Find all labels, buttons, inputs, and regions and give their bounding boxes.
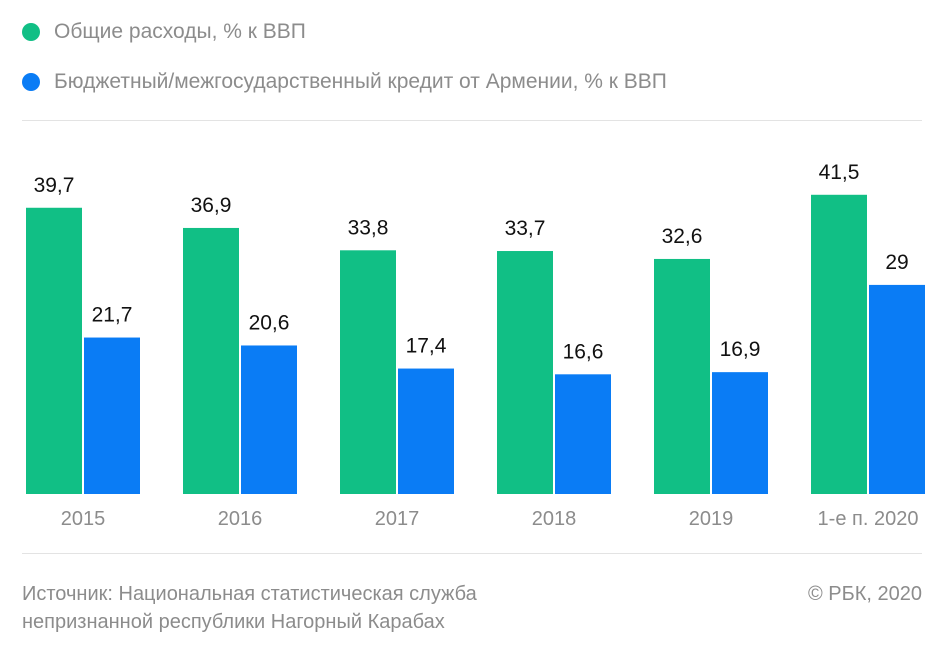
bar-total-expenses [811, 194, 867, 494]
data-label: 29 [885, 251, 908, 274]
data-label: 20,6 [249, 311, 290, 334]
bar-total-expenses [26, 207, 82, 494]
copyright: © РБК, 2020 [807, 583, 922, 605]
x-tick-label: 2015 [61, 508, 106, 530]
top-divider [22, 120, 922, 121]
bar-total-expenses [183, 227, 239, 495]
source-line-1: Источник: Национальная статистическая сл… [22, 583, 477, 605]
bar-armenia-credit [84, 337, 140, 494]
bar-total-expenses [340, 250, 396, 494]
data-label: 21,7 [92, 304, 133, 327]
source-line-2: непризнанной республики Нагорный Карабах [22, 611, 445, 633]
legend-swatch-blue [22, 73, 40, 91]
data-label: 16,6 [563, 340, 604, 363]
x-tick-label: 2016 [218, 508, 263, 530]
bar-total-expenses [497, 251, 553, 494]
data-label: 32,6 [662, 225, 703, 248]
bar-armenia-credit [398, 368, 454, 494]
legend-swatch-green [22, 23, 40, 41]
data-label: 36,9 [191, 194, 232, 217]
legend-label: Общие расходы, % к ВВП [54, 20, 306, 43]
data-label: 41,5 [819, 161, 860, 184]
x-tick-label: 2018 [532, 508, 577, 530]
legend-label: Бюджетный/межгосударственный кредит от А… [54, 70, 667, 93]
bar-armenia-credit [869, 284, 925, 494]
data-label: 39,7 [34, 174, 75, 197]
data-label: 33,8 [348, 216, 389, 239]
bar-armenia-credit [241, 345, 297, 494]
x-tick-label: 2017 [375, 508, 420, 530]
legend-item-total-expenses: Общие расходы, % к ВВП [22, 18, 667, 46]
bottom-divider [22, 553, 922, 554]
x-tick-label: 1-е п. 2020 [818, 508, 919, 530]
x-tick-label: 2019 [689, 508, 734, 530]
bar-armenia-credit [555, 374, 611, 494]
chart-legend: Общие расходы, % к ВВП Бюджетный/межгосу… [22, 18, 667, 118]
data-label: 33,7 [505, 217, 546, 240]
source-note: Источник: Национальная статистическая сл… [22, 580, 477, 636]
bar-armenia-credit [712, 372, 768, 494]
bar-chart: 39,7 21,7 2015 36,9 20,6 2016 33,8 17,4 2017 33,7… [26, 161, 925, 530]
legend-item-armenia-credit: Бюджетный/межгосударственный кредит от А… [22, 68, 667, 96]
bar-total-expenses [654, 258, 710, 494]
data-label: 16,9 [720, 338, 761, 361]
data-label: 17,4 [406, 335, 447, 358]
